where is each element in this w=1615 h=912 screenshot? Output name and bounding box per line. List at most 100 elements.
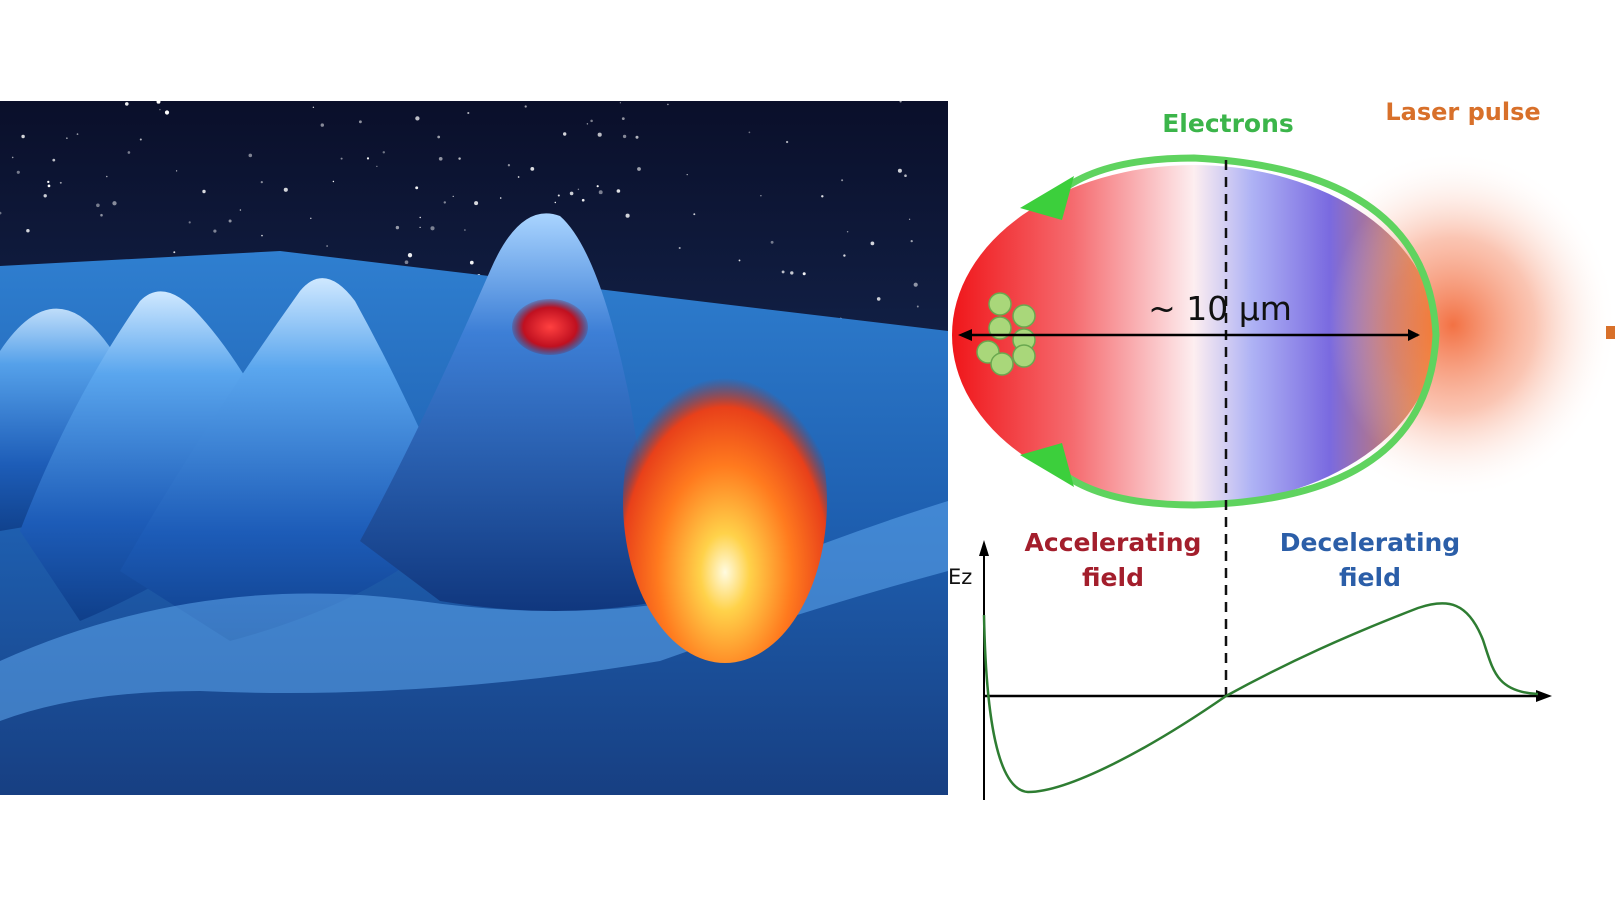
electron-trajectory-bottom <box>1052 331 1440 509</box>
star <box>47 180 50 184</box>
star <box>910 239 913 243</box>
star <box>320 123 324 127</box>
star <box>159 108 161 111</box>
star <box>586 123 589 125</box>
star <box>590 119 593 123</box>
star <box>16 170 20 174</box>
star <box>76 133 79 135</box>
star <box>283 187 288 192</box>
star <box>622 134 627 139</box>
star <box>188 221 191 224</box>
star <box>407 253 413 258</box>
star <box>419 216 421 219</box>
star <box>785 140 789 144</box>
star <box>100 213 103 217</box>
electron-arrowhead-bottom <box>1020 443 1074 487</box>
star <box>554 201 557 204</box>
star <box>415 186 419 190</box>
star <box>770 240 774 244</box>
star <box>846 230 849 233</box>
star <box>467 111 470 115</box>
star <box>415 116 420 121</box>
star <box>340 157 343 160</box>
star <box>790 271 794 275</box>
star <box>897 168 902 173</box>
star <box>261 234 263 237</box>
star <box>619 102 622 104</box>
star <box>621 117 625 120</box>
size-arrowhead-left <box>958 329 972 341</box>
star <box>870 241 875 246</box>
cropped-marker <box>1606 326 1615 339</box>
star <box>376 165 378 167</box>
wave-crest-main <box>360 213 660 611</box>
star <box>228 219 232 223</box>
star <box>913 282 918 287</box>
star <box>598 190 603 195</box>
star <box>248 153 253 158</box>
star <box>517 176 520 178</box>
star <box>156 101 161 104</box>
star <box>597 132 602 137</box>
star <box>821 195 824 198</box>
star <box>21 134 25 139</box>
ez-axis-label: Ez <box>948 565 972 589</box>
star <box>164 110 170 115</box>
star <box>841 179 844 182</box>
star <box>563 132 567 136</box>
star <box>26 228 30 233</box>
star <box>139 138 142 141</box>
star <box>125 102 129 106</box>
star <box>66 137 68 139</box>
star <box>437 135 441 139</box>
star <box>904 174 907 177</box>
star <box>382 151 386 154</box>
star <box>260 180 263 184</box>
star <box>430 226 435 231</box>
star <box>899 101 902 103</box>
electron-bunch-cluster <box>976 292 1036 376</box>
star <box>326 245 328 247</box>
star <box>173 251 176 254</box>
star <box>748 131 751 134</box>
star <box>908 218 911 220</box>
star <box>52 158 56 162</box>
star <box>458 157 461 160</box>
star <box>616 189 621 193</box>
star <box>310 217 312 220</box>
star <box>469 260 474 265</box>
decelerating-field-label-line2: field <box>1339 563 1401 592</box>
electron-bunch <box>512 299 588 355</box>
star <box>524 105 527 108</box>
star <box>635 135 639 139</box>
field-curve <box>982 602 1539 794</box>
ez-axis-arrowhead <box>979 540 989 556</box>
star <box>916 305 919 308</box>
star <box>557 194 560 197</box>
star <box>760 195 762 197</box>
accelerating-field-label-line1: Accelerating <box>1025 528 1202 557</box>
star <box>443 201 447 204</box>
wave-crest-2 <box>20 291 300 621</box>
star <box>395 225 400 230</box>
star <box>106 175 108 178</box>
star <box>577 188 580 191</box>
star <box>637 167 641 171</box>
star <box>332 180 335 183</box>
decelerating-field-label-line1: Decelerating <box>1280 528 1460 557</box>
star <box>499 197 502 199</box>
star <box>474 201 479 206</box>
star <box>59 181 62 184</box>
star <box>419 226 421 229</box>
star <box>678 246 681 250</box>
star <box>312 106 315 108</box>
star <box>438 156 443 161</box>
star <box>96 203 100 208</box>
electron-arrowhead-top <box>1020 176 1074 220</box>
star <box>876 297 881 301</box>
star <box>11 156 14 159</box>
star <box>452 195 454 198</box>
electrons-label: Electrons <box>1162 109 1294 138</box>
star <box>530 167 535 171</box>
star <box>569 191 574 196</box>
